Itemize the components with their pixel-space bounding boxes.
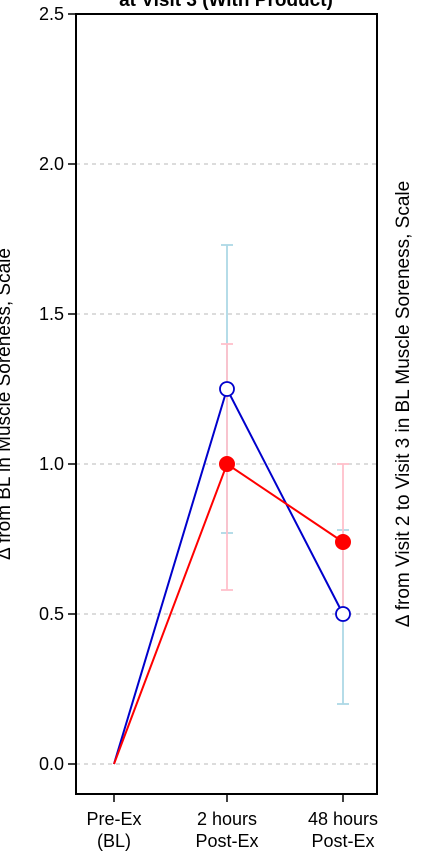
x-tick-label: 2 hours Post-Ex (195, 809, 258, 851)
chart-title: at Visit 3 (With Product) (119, 0, 333, 11)
y-tick-label: 2.0 (39, 154, 64, 174)
y-axis: 0.0 0.5 1.0 1.5 2.0 2.5 (39, 4, 76, 774)
y-tick-label: 0.0 (39, 754, 64, 774)
series-layer (113, 244, 351, 765)
series-line (113, 386, 344, 765)
grid-lines (76, 163, 377, 765)
y-tick-label: 1.5 (39, 304, 64, 324)
data-point (219, 381, 235, 397)
x-tick-label: 48 hours Post-Ex (308, 809, 378, 851)
y-axis-title-right: Δ from Visit 2 to Visit 3 in BL Muscle S… (393, 181, 414, 627)
data-point (335, 534, 351, 550)
y-tick-label: 1.0 (39, 454, 64, 474)
y-tick-label: 2.5 (39, 4, 64, 24)
data-point (335, 606, 351, 622)
y-axis-title-left: Δ from BL in Muscle Soreness, Scale (0, 248, 15, 560)
y-tick-label: 0.5 (39, 604, 64, 624)
x-tick-label: Pre-Ex (BL) (86, 809, 141, 851)
x-axis: Pre-Ex (BL) 2 hours Post-Ex 48 hours Post-Ex (86, 794, 378, 851)
data-point (219, 456, 235, 472)
